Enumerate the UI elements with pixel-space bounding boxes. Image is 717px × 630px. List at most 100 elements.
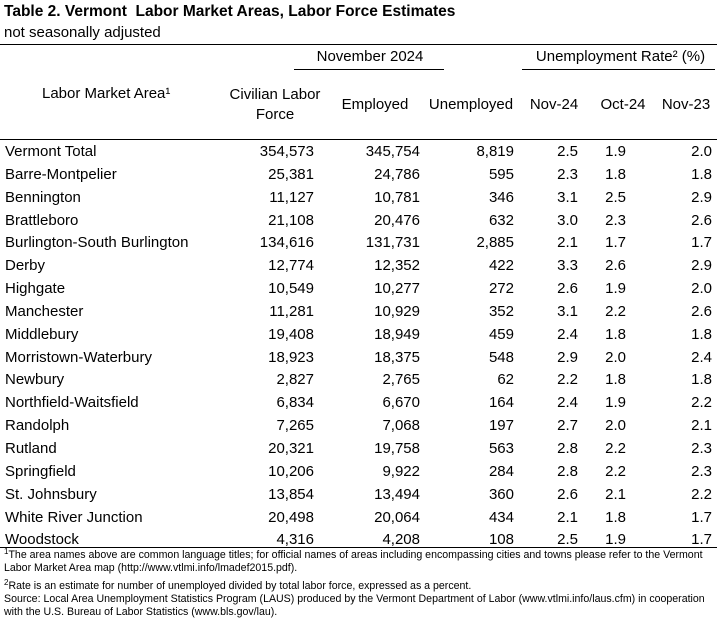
cell-employed: 13,494 — [374, 485, 420, 503]
cell-employed: 18,375 — [374, 348, 420, 366]
header-nov24: Nov-24 — [529, 96, 579, 113]
cell-rate-nov23: 1.8 — [691, 325, 712, 343]
cell-employed: 20,064 — [374, 508, 420, 526]
cell-unemployed: 197 — [488, 417, 514, 435]
cell-rate-nov24: 3.1 — [557, 302, 578, 320]
cell-rate-oct24: 2.2 — [605, 302, 626, 320]
table-row: Bennington 11,127 10,781 346 3.1 2.5 2.9 — [0, 187, 717, 210]
cell-rate-nov24: 3.1 — [557, 188, 578, 206]
cell-rate-nov24: 2.4 — [557, 325, 578, 343]
cell-rate-nov23: 1.7 — [691, 531, 712, 549]
table-row: Randolph 7,265 7,068 197 2.7 2.0 2.1 — [0, 415, 717, 438]
cell-employed: 131,731 — [365, 234, 420, 252]
cell-employed: 2,765 — [382, 371, 420, 389]
cell-civilian-force: 2,827 — [276, 371, 314, 389]
cell-rate-oct24: 2.2 — [605, 462, 626, 480]
cell-area: Northfield-Waitsfield — [5, 394, 139, 412]
cell-area: Randolph — [5, 417, 70, 435]
cell-employed: 18,949 — [374, 325, 420, 343]
header-group-rate: Unemployment Rate² (%) — [535, 48, 706, 65]
cell-area: Morristown-Waterbury — [5, 348, 152, 366]
cell-unemployed: 548 — [488, 348, 514, 366]
cell-unemployed: 2,885 — [476, 234, 514, 252]
table-row: White River Junction 20,498 20,064 434 2.1 1.… — [0, 507, 717, 530]
table-row: Derby 12,774 12,352 422 3.3 2.6 2.9 — [0, 255, 717, 278]
cell-rate-nov23: 2.3 — [691, 439, 712, 457]
cell-rate-nov23: 2.2 — [691, 485, 712, 503]
cell-rate-nov23: 2.9 — [691, 188, 712, 206]
source-note: Source: Local Area Unemployment Statisti… — [4, 592, 705, 619]
cell-employed: 19,758 — [374, 439, 420, 457]
cell-unemployed: 422 — [488, 257, 514, 275]
cell-rate-nov24: 2.8 — [557, 439, 578, 457]
bottom-rule — [0, 547, 717, 548]
cell-rate-nov24: 2.3 — [557, 165, 578, 183]
footnote-2-marker: 2 — [4, 577, 9, 587]
cell-rate-nov23: 2.0 — [691, 143, 712, 160]
cell-rate-oct24: 1.9 — [605, 280, 626, 298]
cell-area: Brattleboro — [5, 211, 79, 229]
cell-rate-nov23: 2.2 — [691, 394, 712, 412]
footnotes: 1The area names above are common languag… — [4, 547, 716, 619]
footnote-1: 1The area names above are common languag… — [4, 547, 716, 576]
cell-area: Bennington — [5, 188, 81, 206]
table-title: Table 2. Vermont Labor Market Areas, Lab… — [4, 3, 456, 20]
cell-area: Derby — [5, 257, 46, 275]
cell-area: Newbury — [5, 371, 65, 389]
cell-rate-nov24: 3.3 — [557, 257, 578, 275]
table-row: Northfield-Waitsfield 6,834 6,670 164 2.4 1.9… — [0, 392, 717, 415]
cell-unemployed: 595 — [488, 165, 514, 183]
cell-rate-nov23: 2.6 — [691, 302, 712, 320]
cell-civilian-force: 354,573 — [259, 143, 314, 160]
cell-rate-nov23: 1.7 — [691, 508, 712, 526]
cell-rate-nov23: 2.4 — [691, 348, 712, 366]
footnote-1-marker: 1 — [4, 547, 9, 556]
cell-employed: 10,929 — [374, 302, 420, 320]
table-row: Vermont Total 354,573 345,754 8,819 2.5 1.9 2.… — [0, 141, 717, 164]
cell-unemployed: 360 — [488, 485, 514, 503]
cell-rate-nov24: 2.6 — [557, 280, 578, 298]
cell-rate-oct24: 2.0 — [605, 417, 626, 435]
cell-rate-oct24: 1.8 — [605, 325, 626, 343]
cell-rate-nov23: 2.0 — [691, 280, 712, 298]
cell-rate-nov24: 2.6 — [557, 485, 578, 503]
cell-rate-nov24: 2.8 — [557, 462, 578, 480]
cell-employed: 10,277 — [374, 280, 420, 298]
cell-area: Springfield — [5, 462, 76, 480]
cell-rate-oct24: 1.7 — [605, 234, 626, 252]
cell-rate-nov24: 2.7 — [557, 417, 578, 435]
header-rule — [0, 139, 717, 140]
cell-civilian-force: 6,834 — [276, 394, 314, 412]
group-rule-november — [294, 69, 444, 70]
cell-rate-oct24: 2.3 — [605, 211, 626, 229]
cell-rate-nov23: 1.8 — [691, 165, 712, 183]
cell-civilian-force: 134,616 — [259, 234, 314, 252]
cell-rate-nov24: 2.5 — [557, 531, 578, 549]
header-employed: Employed — [341, 96, 409, 113]
cell-civilian-force: 19,408 — [268, 325, 314, 343]
cell-employed: 7,068 — [382, 417, 420, 435]
header-area: Labor Market Area¹ — [42, 85, 171, 102]
cell-rate-nov23: 1.8 — [691, 371, 712, 389]
cell-rate-oct24: 1.8 — [605, 371, 626, 389]
cell-rate-nov24: 3.0 — [557, 211, 578, 229]
table-row: Manchester 11,281 10,929 352 3.1 2.2 2.6 — [0, 301, 717, 324]
cell-rate-nov23: 2.3 — [691, 462, 712, 480]
cell-employed: 24,786 — [374, 165, 420, 183]
cell-unemployed: 352 — [488, 302, 514, 320]
cell-civilian-force: 25,381 — [268, 165, 314, 183]
table-subtitle: not seasonally adjusted — [4, 24, 161, 41]
table-row: Brattleboro 21,108 20,476 632 3.0 2.3 2.6 — [0, 210, 717, 233]
cell-rate-nov23: 2.9 — [691, 257, 712, 275]
cell-unemployed: 284 — [488, 462, 514, 480]
table-row: Woodstock 4,316 4,208 108 2.5 1.9 1.7 — [0, 529, 717, 552]
cell-employed: 10,781 — [374, 188, 420, 206]
table-row: Barre-Montpelier 25,381 24,786 595 2.3 1.8 1.8 — [0, 164, 717, 187]
cell-area: Manchester — [5, 302, 84, 320]
cell-rate-nov24: 2.2 — [557, 371, 578, 389]
labor-force-table: Vermont Total 354,573 345,754 8,819 2.5 1.9 2.… — [0, 141, 717, 552]
cell-civilian-force: 18,923 — [268, 348, 314, 366]
cell-civilian-force: 20,498 — [268, 508, 314, 526]
cell-area: Barre-Montpelier — [5, 165, 117, 183]
cell-employed: 12,352 — [374, 257, 420, 275]
